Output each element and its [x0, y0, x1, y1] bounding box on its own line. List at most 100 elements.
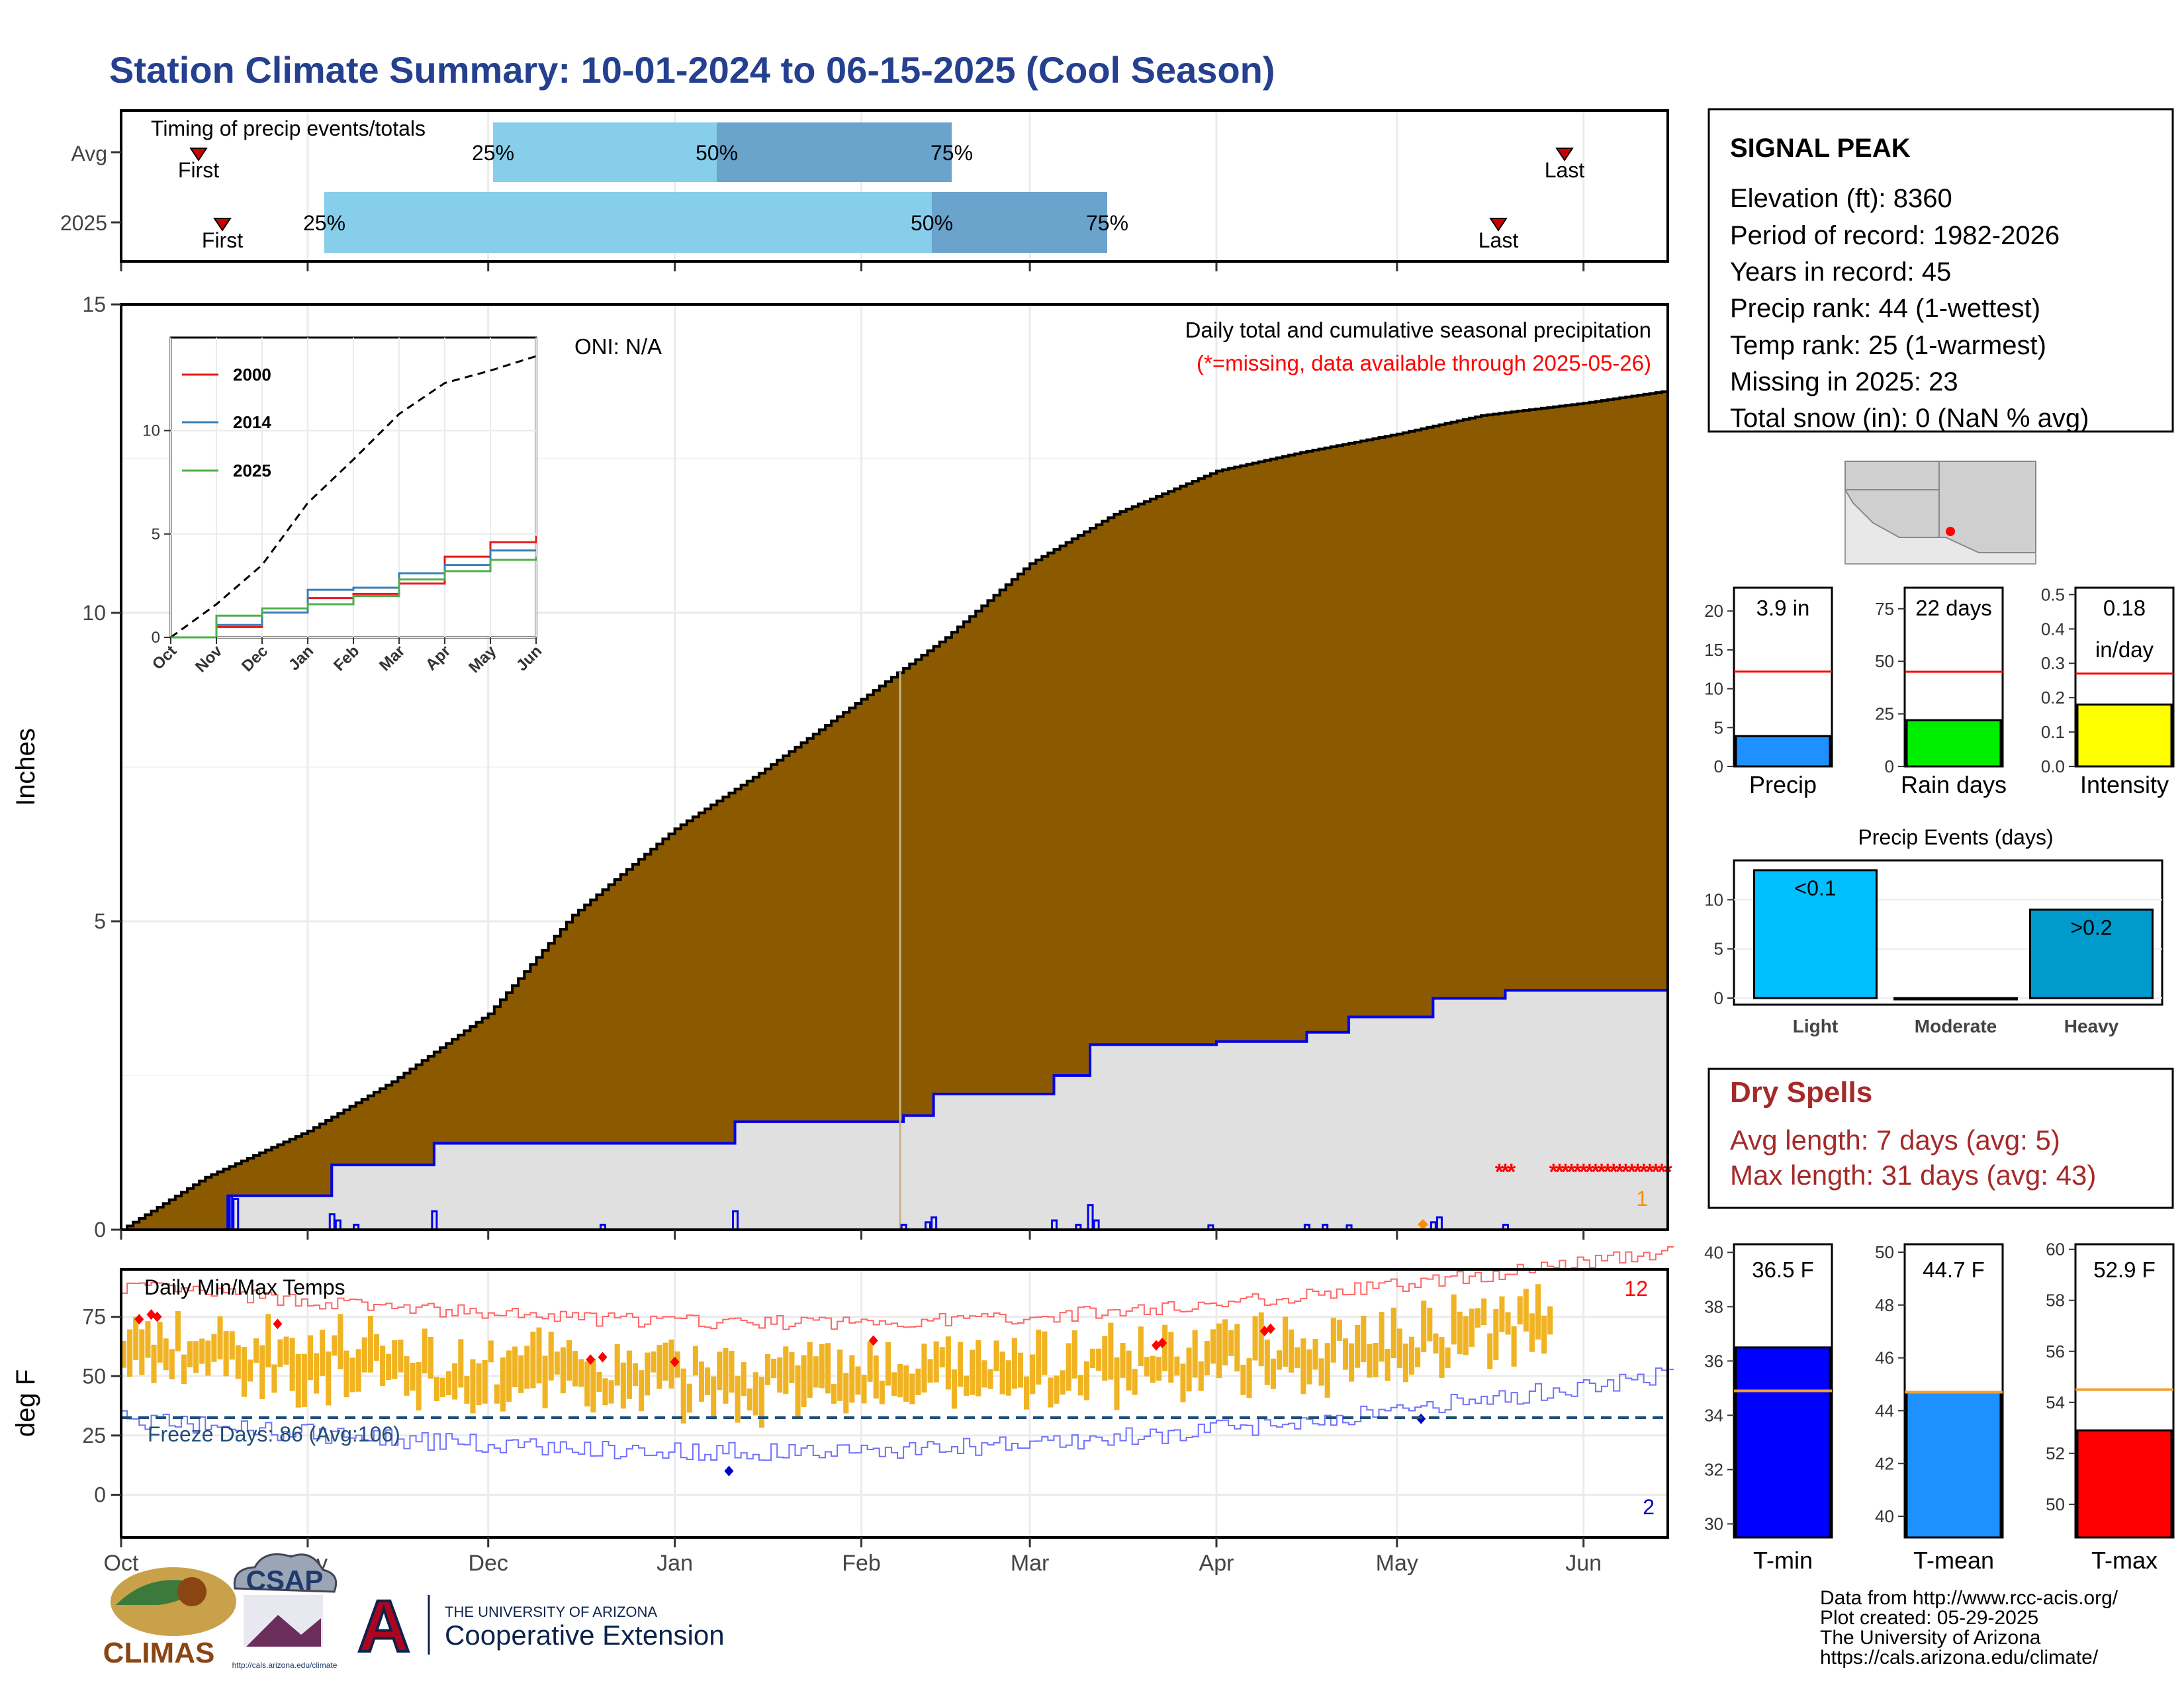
daily-temp-bar: [1246, 1358, 1252, 1398]
missing-day-marker: *: [1615, 1160, 1625, 1185]
metric-ytick-label: 75: [1875, 599, 1894, 619]
daily-temp-bar: [867, 1341, 873, 1382]
daily-temp-bar: [729, 1350, 735, 1393]
daily-temp-bar: [758, 1377, 764, 1428]
temp-ytick-label: 75: [82, 1305, 106, 1329]
daily-temp-bar: [843, 1373, 849, 1414]
daily-temp-bar: [386, 1353, 392, 1381]
daily-temp-bar: [891, 1372, 897, 1396]
temp-summary-ytick-label: 30: [1704, 1514, 1723, 1533]
daily-temp-bar: [879, 1381, 885, 1404]
daily-temp-bar: [620, 1362, 626, 1409]
daily-temp-bar: [651, 1351, 657, 1373]
timing-row-label-avg: Avg: [71, 142, 107, 165]
missing-day-marker: *: [1495, 1160, 1504, 1185]
events-title: Precip Events (days): [1858, 825, 2053, 849]
inset-legend-2000: 2000: [233, 365, 271, 385]
daily-temp-bar: [1330, 1317, 1336, 1363]
precip-ytick-label: 15: [82, 293, 106, 316]
daily-temp-bar: [295, 1353, 301, 1408]
daily-temp-bar: [1493, 1308, 1499, 1361]
daily-temp-bar: [343, 1350, 349, 1398]
station-line: Period of record: 1982-2026: [1730, 221, 2060, 250]
daily-temp-bar: [1258, 1312, 1264, 1367]
daily-temp-bar: [524, 1346, 530, 1389]
daily-temp-bar: [392, 1340, 398, 1379]
precip-annotation-missing: (*=missing, data available through 2025-…: [1197, 351, 1651, 375]
temp-summary-ytick-label: 58: [2046, 1291, 2065, 1310]
metric-ytick-label: 5: [1714, 717, 1723, 737]
record-low-count: 2: [1643, 1495, 1655, 1519]
metric-ytick-label: 15: [1704, 640, 1723, 660]
temp-summary-ytick-label: 36: [1704, 1351, 1723, 1371]
daily-temp-bar: [632, 1363, 639, 1387]
daily-temp-bar: [380, 1346, 386, 1387]
dry-spells-title: Dry Spells: [1730, 1076, 1872, 1109]
daily-temp-bar: [1198, 1361, 1204, 1391]
temp-summary-ytick-label: 34: [1704, 1405, 1723, 1425]
metric-label: Precip: [1749, 771, 1817, 798]
daily-temp-bar: [464, 1376, 470, 1404]
daily-temp-bar: [1204, 1341, 1210, 1376]
last-marker-2025: [1489, 218, 1508, 232]
inset-legend: 2000 2014 2025: [182, 365, 271, 480]
timing-row-label-2025: 2025: [60, 211, 107, 235]
events-bar: [1753, 869, 1878, 999]
temp-summary-ytick-label: 50: [2046, 1494, 2065, 1514]
metric-ytick-label: 0: [1885, 756, 1894, 776]
missing-day-marker: *: [1651, 1160, 1661, 1185]
dry-spells-avg: Avg length: 7 days (avg: 5): [1730, 1124, 2060, 1156]
metric-ytick-label: 0.1: [2041, 722, 2065, 742]
daily-temp-bar: [596, 1372, 602, 1392]
daily-temp-bar: [921, 1344, 927, 1393]
daily-temp-bar: [235, 1345, 241, 1379]
temp-summary-ytick-label: 32: [1704, 1459, 1723, 1479]
temp-ytick-label: 25: [82, 1424, 106, 1447]
temp-summary-bar: [2076, 1429, 2173, 1539]
daily-temp-bar: [1336, 1319, 1342, 1341]
record-high-marker: [134, 1314, 144, 1325]
temp-summary-ytick-label: 40: [1704, 1242, 1723, 1262]
daily-temp-bar: [674, 1351, 680, 1378]
daily-temp-bar: [1283, 1316, 1289, 1367]
daily-temp-bar: [825, 1343, 831, 1394]
footer-line: The University of Arizona: [1820, 1627, 2041, 1649]
daily-temp-bar: [752, 1372, 758, 1416]
locator-map: [1844, 461, 2036, 565]
daily-temp-bar: [915, 1368, 921, 1395]
metric-bar: [1735, 735, 1831, 768]
daily-temp-bar: [1192, 1330, 1198, 1378]
daily-temp-bar: [422, 1328, 428, 1374]
temp-summary-bar: [1735, 1346, 1831, 1539]
temp-summary-ytick-label: 54: [2046, 1393, 2065, 1412]
daily-temp-bar: [771, 1358, 777, 1379]
last-label-avg: Last: [1545, 158, 1585, 182]
station-line: Missing in 2025: 23: [1730, 367, 1958, 396]
daily-temp-bar: [1505, 1312, 1511, 1335]
daily-temp-bar: [1096, 1348, 1102, 1371]
daily-temp-bar: [783, 1346, 789, 1394]
x-month-label: Mar: [1011, 1551, 1050, 1576]
daily-temp-bar: [1324, 1343, 1330, 1398]
daily-temp-bar: [488, 1340, 494, 1363]
footer-line: Plot created: 05-29-2025: [1820, 1607, 2038, 1629]
daily-temp-bar: [976, 1340, 981, 1396]
inset-legend-2025: 2025: [233, 461, 271, 480]
daily-temp-bar: [367, 1316, 373, 1373]
daily-temp-bar: [289, 1338, 295, 1391]
daily-temp-bar: [789, 1352, 795, 1383]
daily-temp-bar: [813, 1356, 819, 1388]
daily-temp-bar: [578, 1359, 584, 1387]
daily-temp-bar: [1042, 1331, 1048, 1375]
daily-temp-bar: [530, 1332, 536, 1389]
metric-bar: [2076, 704, 2173, 768]
daily-temp-bar: [855, 1366, 861, 1395]
inset-ytick-label: 10: [142, 422, 160, 440]
missing-day-marker: *: [1561, 1160, 1570, 1185]
p50-label-avg: 50%: [696, 141, 738, 165]
current-cumulative-area: [121, 990, 1668, 1230]
record-high-marker: [273, 1318, 283, 1330]
temp-summary-ytick-label: 44: [1875, 1400, 1894, 1420]
